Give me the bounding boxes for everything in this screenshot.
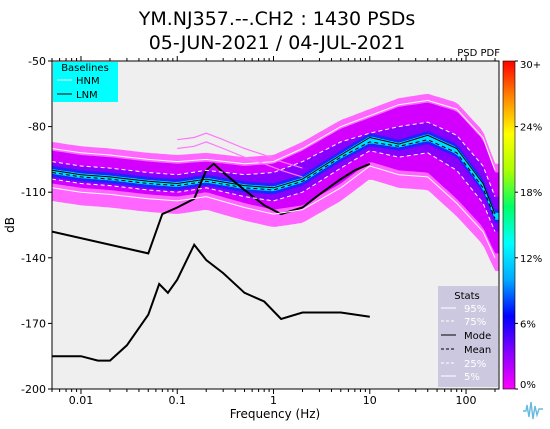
chart-title-line2: 05-JUN-2021 / 04-JUL-2021 [149,32,406,54]
pdf-band-core [52,131,499,223]
pdf-heat-layer [52,93,499,271]
stats-legend-mode-label: Mode [464,331,491,342]
y-axis-label: dB [3,217,17,233]
x-tick-label: 0.01 [69,394,94,407]
series-line-lnm [52,162,371,255]
y-tick-label: -50 [28,55,46,68]
stats-legend-25-label: 25% [464,359,486,370]
stats-legend-title: Stats [454,291,480,302]
y-tick-label: -80 [28,121,46,134]
colorbar [502,60,516,390]
pdf-band-inner [52,122,499,232]
series-line-25pct [52,150,496,232]
y-tick-label: -200 [21,383,46,396]
colorbar-tick-label: 6% [520,319,536,330]
series-line-hnm-echo [177,141,303,178]
stats-legend-75-label: 75% [464,317,486,328]
y-tick-label: -140 [21,252,46,265]
colorbar-tick-label: 24% [520,123,542,134]
series-line-5pct [52,165,496,259]
series-line-hnm-low [52,242,370,362]
stats-legend-5-label: 5% [464,372,480,383]
baselines-legend-hnm-label: HNM [76,76,100,87]
colorbar-tick-label: 30+ [520,60,541,71]
stats-legend: Stats 95% 75% Mode Mean 25% 5% [438,286,498,387]
series-layer [52,99,496,362]
baselines-legend-lnm-label: LNM [76,90,98,101]
x-tick-label: 1 [270,394,277,407]
chart-title-line1: YM.NJ357.--.CH2 : 1430 PSDs [138,8,415,30]
colorbar-tick-label: 0% [520,380,536,391]
series-line-mode [52,134,496,215]
colorbar-ticks: 30+ 24% 18% 12% 6% 0% [515,60,542,391]
y-tick-label: -170 [21,317,46,330]
baselines-legend: Baselines HNM LNM [53,62,118,102]
seismic-logo-icon [521,397,545,421]
baselines-legend-box [53,62,118,102]
y-tick-label: -110 [21,186,46,199]
plot-frame [51,60,500,390]
colorbar-tick-label: 18% [520,188,542,199]
stats-legend-mean-label: Mean [464,345,491,356]
series-line-mean [52,139,496,219]
x-axis: 0.01 0.1 1 10 100 [51,56,496,407]
x-axis-label: Frequency (Hz) [230,407,321,421]
stats-legend-95-label: 95% [464,304,486,315]
x-tick-label: 10 [363,394,377,407]
y-axis: -50 -80 -110 -140 -170 -200 [21,55,52,396]
stats-legend-box [438,286,498,387]
x-tick-label: 0.1 [168,394,186,407]
series-line-95pct [52,99,496,171]
series-line-hnm [177,132,303,169]
baselines-legend-title: Baselines [61,63,109,74]
colorbar-tick-label: 12% [520,254,542,265]
colorbar-title: PSD PDF [457,48,500,59]
x-tick-label: 100 [456,394,477,407]
series-line-75pct [52,121,496,197]
